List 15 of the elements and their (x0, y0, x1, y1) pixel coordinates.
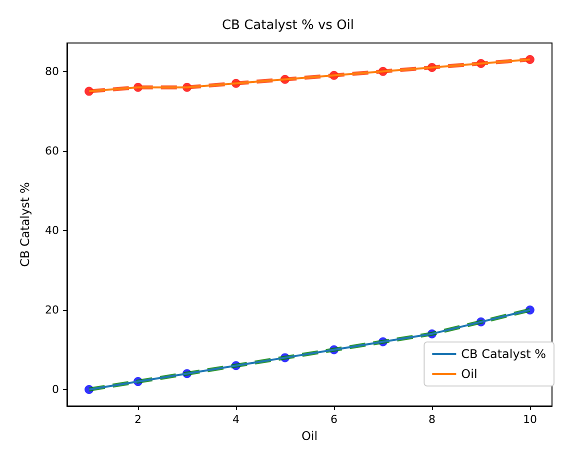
y-tick-label: 20 (45, 303, 59, 316)
x-tick-label: 2 (134, 413, 142, 426)
chart-title: CB Catalyst % vs Oil (222, 18, 354, 33)
y-axis-title: CB Catalyst % (18, 182, 32, 267)
legend-label: Oil (461, 367, 478, 381)
x-tick-label: 8 (428, 413, 436, 426)
x-axis-title: Oil (301, 429, 318, 443)
y-tick-label: 60 (45, 144, 59, 158)
y-tick-label: 80 (45, 64, 59, 78)
y-tick-label: 0 (52, 383, 59, 396)
x-tick-label: 6 (330, 413, 338, 426)
x-tick-label: 10 (522, 413, 537, 426)
y-tick-label: 40 (45, 224, 59, 237)
x-tick-label: 4 (232, 413, 240, 426)
legend-label: CB Catalyst % (461, 347, 546, 361)
